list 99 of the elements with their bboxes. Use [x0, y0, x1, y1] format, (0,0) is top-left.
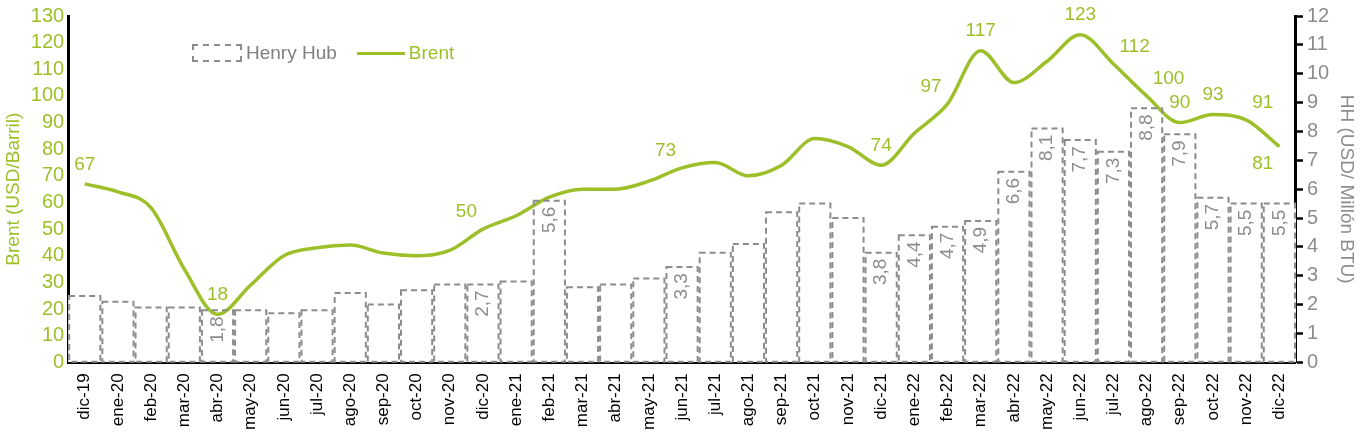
y2-tick-label: 1	[1306, 320, 1319, 343]
data-label: 100	[1152, 66, 1185, 88]
data-label: 4,4	[902, 240, 924, 268]
x-tick-label: mar-21	[572, 373, 592, 428]
data-label: 81	[1252, 152, 1274, 174]
y-tick-label: 10	[41, 323, 65, 346]
x-tick-label: may-22	[1036, 373, 1056, 430]
x-tick-label: jul-22	[1103, 373, 1123, 416]
x-tick-label: jun-20	[273, 373, 293, 422]
y2-tick-label: 9	[1306, 90, 1319, 113]
x-tick-label: jun-21	[671, 373, 691, 422]
x-tick-label: dic-19	[74, 373, 94, 420]
x-tick-label: oct-22	[1202, 373, 1222, 421]
data-label: 18	[206, 283, 229, 305]
x-tick-label: nov-20	[439, 373, 459, 426]
x-tick-label: mar-20	[174, 373, 193, 428]
y-tick-label: 30	[41, 269, 65, 292]
x-tick-label: sep-21	[771, 373, 791, 426]
x-tick-label: sep-22	[1169, 373, 1189, 426]
data-label: 67	[74, 152, 96, 174]
y-tick-label: 90	[41, 110, 65, 133]
x-tick-label: dic-20	[472, 373, 492, 420]
x-tick-label: jun-22	[1069, 373, 1089, 422]
x-tick-label: jul-20	[306, 373, 326, 416]
y-tick-label: 20	[41, 296, 65, 319]
y2-tick-label: 4	[1306, 234, 1319, 257]
x-tick-label: abr-21	[605, 373, 625, 423]
y-tick-label: 0	[53, 349, 65, 372]
data-label: 112	[1119, 34, 1150, 56]
legend-label: Brent	[408, 42, 455, 64]
x-tick-label: feb-22	[937, 373, 957, 422]
y-tick-label: 110	[32, 56, 65, 79]
data-label: 5,5	[1234, 209, 1256, 237]
data-label: 91	[1252, 90, 1274, 112]
y2-tick-label: 8	[1306, 118, 1319, 141]
data-label: 90	[1169, 91, 1191, 113]
x-tick-label: oct-21	[804, 373, 824, 421]
y-axis-title: Brent (USD/Barril)	[1, 112, 23, 266]
x-tick-label: sep-20	[373, 373, 393, 426]
data-label: 1,8	[205, 316, 227, 343]
x-tick-label: nov-21	[837, 373, 857, 426]
x-tick-label: abr-22	[1003, 373, 1023, 423]
y-tick-label: 80	[41, 136, 65, 159]
x-tick-label: ago-20	[339, 373, 359, 427]
x-tick-label: ago-21	[738, 373, 758, 427]
data-label: 3,8	[869, 258, 891, 286]
data-label: 7,9	[1168, 140, 1190, 167]
y-tick-label: 120	[30, 30, 65, 53]
x-tick-label: dic-21	[870, 373, 890, 420]
data-label: 3,3	[670, 273, 692, 300]
y2-tick-label: 2	[1306, 292, 1319, 315]
x-tick-label: ago-22	[1136, 373, 1156, 427]
y2-tick-label: 12	[1306, 3, 1330, 26]
data-label: 5,5	[1267, 209, 1289, 237]
x-tick-label: feb-21	[539, 373, 559, 422]
data-label: 2,7	[471, 290, 493, 317]
y-tick-label: 100	[30, 83, 65, 106]
x-tick-label: ene-20	[107, 373, 127, 427]
x-tick-label: nov-22	[1235, 373, 1255, 426]
x-tick-label: may-20	[240, 373, 260, 430]
data-label: 123	[1064, 3, 1097, 25]
x-tick-label: dic-22	[1269, 373, 1289, 420]
x-tick-label: abr-20	[207, 373, 227, 423]
data-label: 97	[920, 74, 942, 96]
data-label: 7,3	[1101, 157, 1123, 185]
y2-tick-label: 6	[1306, 176, 1319, 199]
y-tick-label: 60	[41, 189, 65, 212]
x-tick-label: jul-21	[704, 373, 724, 416]
legend-label: Henry Hub	[246, 42, 337, 64]
data-label: 4,7	[935, 232, 957, 260]
data-label: 73	[654, 138, 677, 160]
x-tick-label: ene-22	[904, 373, 924, 427]
data-label: 50	[455, 199, 477, 221]
data-label: 5,7	[1201, 203, 1223, 231]
y-tick-label: 40	[41, 243, 65, 266]
x-tick-label: ene-21	[505, 373, 525, 427]
y2-tick-label: 11	[1306, 32, 1328, 55]
x-tick-label: may-21	[638, 373, 658, 430]
y2-tick-label: 3	[1306, 263, 1319, 286]
data-label: 6,6	[1002, 177, 1024, 205]
data-label: 117	[965, 19, 996, 41]
y-tick-label: 70	[41, 163, 65, 186]
y-tick-label: 50	[41, 216, 65, 239]
y2-tick-label: 0	[1306, 349, 1319, 372]
y2-tick-label: 7	[1306, 147, 1319, 170]
y-tick-label: 130	[30, 3, 65, 26]
data-label: 93	[1202, 83, 1224, 105]
data-label: 74	[870, 133, 893, 155]
data-label: 8,8	[1134, 114, 1156, 141]
data-label: 7,7	[1068, 146, 1090, 173]
y2-tick-label: 10	[1306, 61, 1330, 84]
x-tick-label: feb-20	[140, 373, 160, 422]
data-label: 5,6	[537, 206, 559, 234]
y2-tick-label: 5	[1306, 205, 1319, 228]
x-tick-label: mar-22	[970, 373, 990, 428]
y2-axis-title: HH (USD/ Millón BTU)	[1337, 94, 1359, 284]
data-label: 8,1	[1035, 134, 1057, 161]
data-label: 4,9	[968, 226, 990, 254]
x-tick-label: oct-20	[406, 373, 426, 421]
